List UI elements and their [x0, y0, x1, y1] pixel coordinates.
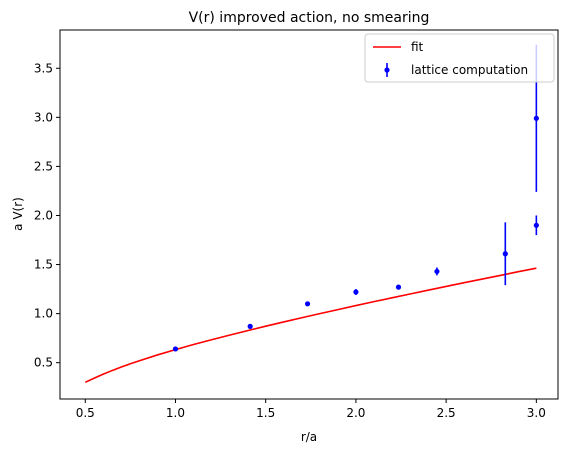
data-point	[247, 323, 253, 329]
data-point	[172, 346, 179, 352]
y-axis-label: a V(r)	[11, 197, 25, 231]
y-tick-label: 0.5	[34, 356, 53, 370]
x-tick-label: 2.0	[346, 406, 365, 420]
y-tick-label: 1.5	[34, 258, 53, 272]
legend-label: fit	[411, 40, 424, 54]
fit-line	[84, 267, 537, 384]
y-tick-label: 2.0	[34, 208, 53, 222]
x-tick-label: 2.5	[437, 406, 456, 420]
x-axis: 0.5 1.0 1.5 2.0 2.5 3.0	[76, 399, 546, 420]
y-tick-label: 2.5	[34, 159, 53, 173]
y-tick-label: 3.5	[34, 61, 53, 75]
data-point	[502, 251, 508, 257]
y-tick-label: 3.0	[34, 110, 53, 124]
x-tick-label: 0.5	[76, 406, 95, 420]
y-axis: 0.5 1.0 1.5 2.0 2.5 3.0 3.5	[34, 61, 60, 370]
plot-frame	[59, 29, 559, 400]
chart-title: V(r) improved action, no smearing	[189, 10, 430, 26]
legend: fit lattice computation	[364, 33, 555, 83]
y-tick-label: 1.0	[34, 307, 53, 321]
x-axis-label: r/a	[301, 430, 317, 444]
data-point	[353, 289, 359, 295]
x-tick-label: 1.5	[256, 406, 275, 420]
data-point	[434, 268, 440, 275]
legend-label: lattice computation	[411, 63, 528, 77]
legend-point-swatch	[384, 67, 390, 73]
x-tick-label: 3.0	[527, 406, 546, 420]
legend-box	[364, 33, 555, 83]
data-point	[533, 222, 539, 228]
data-point	[395, 284, 402, 290]
data-point	[533, 115, 539, 121]
data-point	[304, 301, 311, 307]
x-tick-label: 1.0	[166, 406, 185, 420]
